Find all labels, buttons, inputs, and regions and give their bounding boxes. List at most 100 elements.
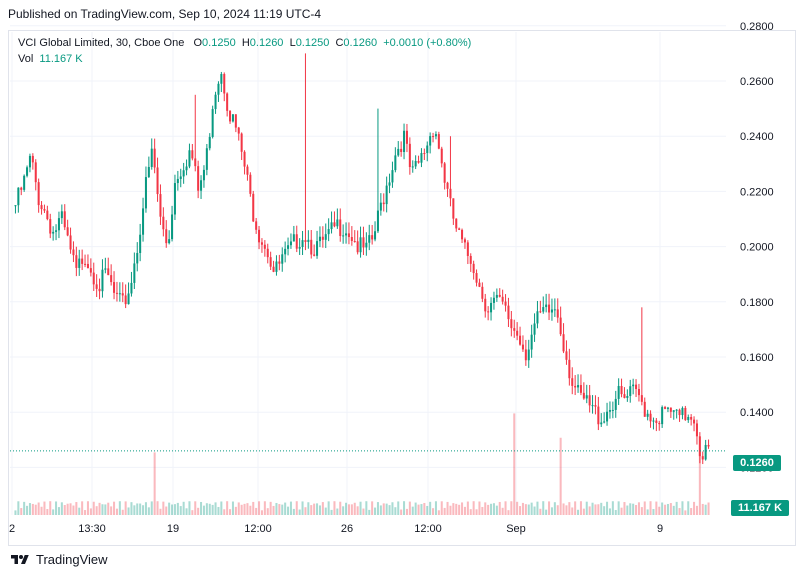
volume-bar [635,505,638,515]
candle-body [527,349,530,361]
volume-bar [229,509,232,515]
candle-body [411,166,414,168]
candle-body [461,229,464,240]
candle-body [49,219,52,234]
x-tick-label: 26 [341,523,353,535]
candle-body [539,311,542,313]
volume-bar [379,505,382,515]
candle-body [693,419,696,424]
candle-body [26,167,29,176]
candle-body [17,187,20,206]
volume-bar [429,501,432,515]
volume-bar [646,509,649,515]
candle-body [313,254,316,256]
candle-body [345,233,348,236]
candle-body [606,411,609,422]
legend-low-label: L [289,37,296,49]
chart-frame [8,30,796,546]
volume-bar [226,501,229,515]
candle-body [490,302,493,313]
volume-bar [620,507,623,515]
candle-body [469,255,472,264]
candle-body [603,421,606,423]
volume-bar [463,506,466,515]
candle-body [478,282,481,287]
candle-body [211,109,214,137]
candle-body [69,235,72,250]
volume-bar [675,501,678,515]
volume-bar [14,510,17,515]
y-tick-label: 0.1600 [740,352,774,364]
candle-body [382,202,385,205]
volume-bar [632,503,635,515]
volume-bar [28,503,31,515]
candle-body [63,211,66,228]
candle-body [429,136,432,146]
volume-bar [98,502,101,515]
volume-bar [231,501,234,515]
candle-body [475,273,478,283]
candle-body [52,231,55,234]
volume-bar [365,501,368,515]
volume-bar [133,505,136,515]
candle-body [678,409,681,416]
volume-bar [307,502,310,515]
candle-body [675,409,678,411]
candle-body [98,288,101,292]
candle-body [582,392,585,399]
volume-bar [487,504,490,515]
candle-body [336,219,339,227]
candle-body [640,395,643,402]
volume-bar [249,505,252,515]
candle-body [414,160,417,167]
volume-bar [461,502,464,515]
candle-body [78,258,81,268]
legend-close: 0.1260 [343,37,378,49]
candle-body [521,344,524,350]
volume-bar [223,509,226,515]
candle-body [260,242,263,245]
candle-body [40,205,43,210]
volume-bar [287,506,290,515]
volume-bar [171,504,174,515]
volume-bar [353,502,356,515]
volume-bar [194,501,197,515]
volume-bar [423,502,426,515]
volume-bar [472,501,475,515]
candle-body [379,202,382,211]
volume-bar [579,501,582,515]
legend-open: 0.1250 [202,37,236,49]
candle-body [72,249,75,256]
candle-body [81,258,84,264]
candle-body [327,229,330,235]
volume-bar [110,506,113,515]
candle-body [60,211,63,219]
volume-bar [316,503,319,515]
candle-body [202,169,205,181]
candle-body [507,305,510,320]
footer-brand[interactable]: TradingView [10,552,108,567]
candle-body [263,244,266,249]
candle-body [594,405,597,407]
volume-bar [95,506,98,515]
volume-bar [681,501,684,515]
candle-body [620,385,623,395]
candle-body [301,240,304,248]
volume-bar [49,501,52,515]
volume-bar [606,501,609,515]
volume-bar [704,504,707,515]
volume-bar [356,506,359,515]
volume-bar [577,509,580,515]
volume-bar [200,501,203,515]
volume-bar [86,501,89,515]
candle-body [443,163,446,183]
volume-bar [623,502,626,515]
volume-bar [272,505,275,515]
volume-bar [533,506,536,515]
legend-vol-label: Vol [18,53,34,65]
x-tick-label: 9 [657,523,663,535]
candle-body [533,323,536,335]
candle-body [629,386,632,397]
volume-bar [333,501,336,515]
